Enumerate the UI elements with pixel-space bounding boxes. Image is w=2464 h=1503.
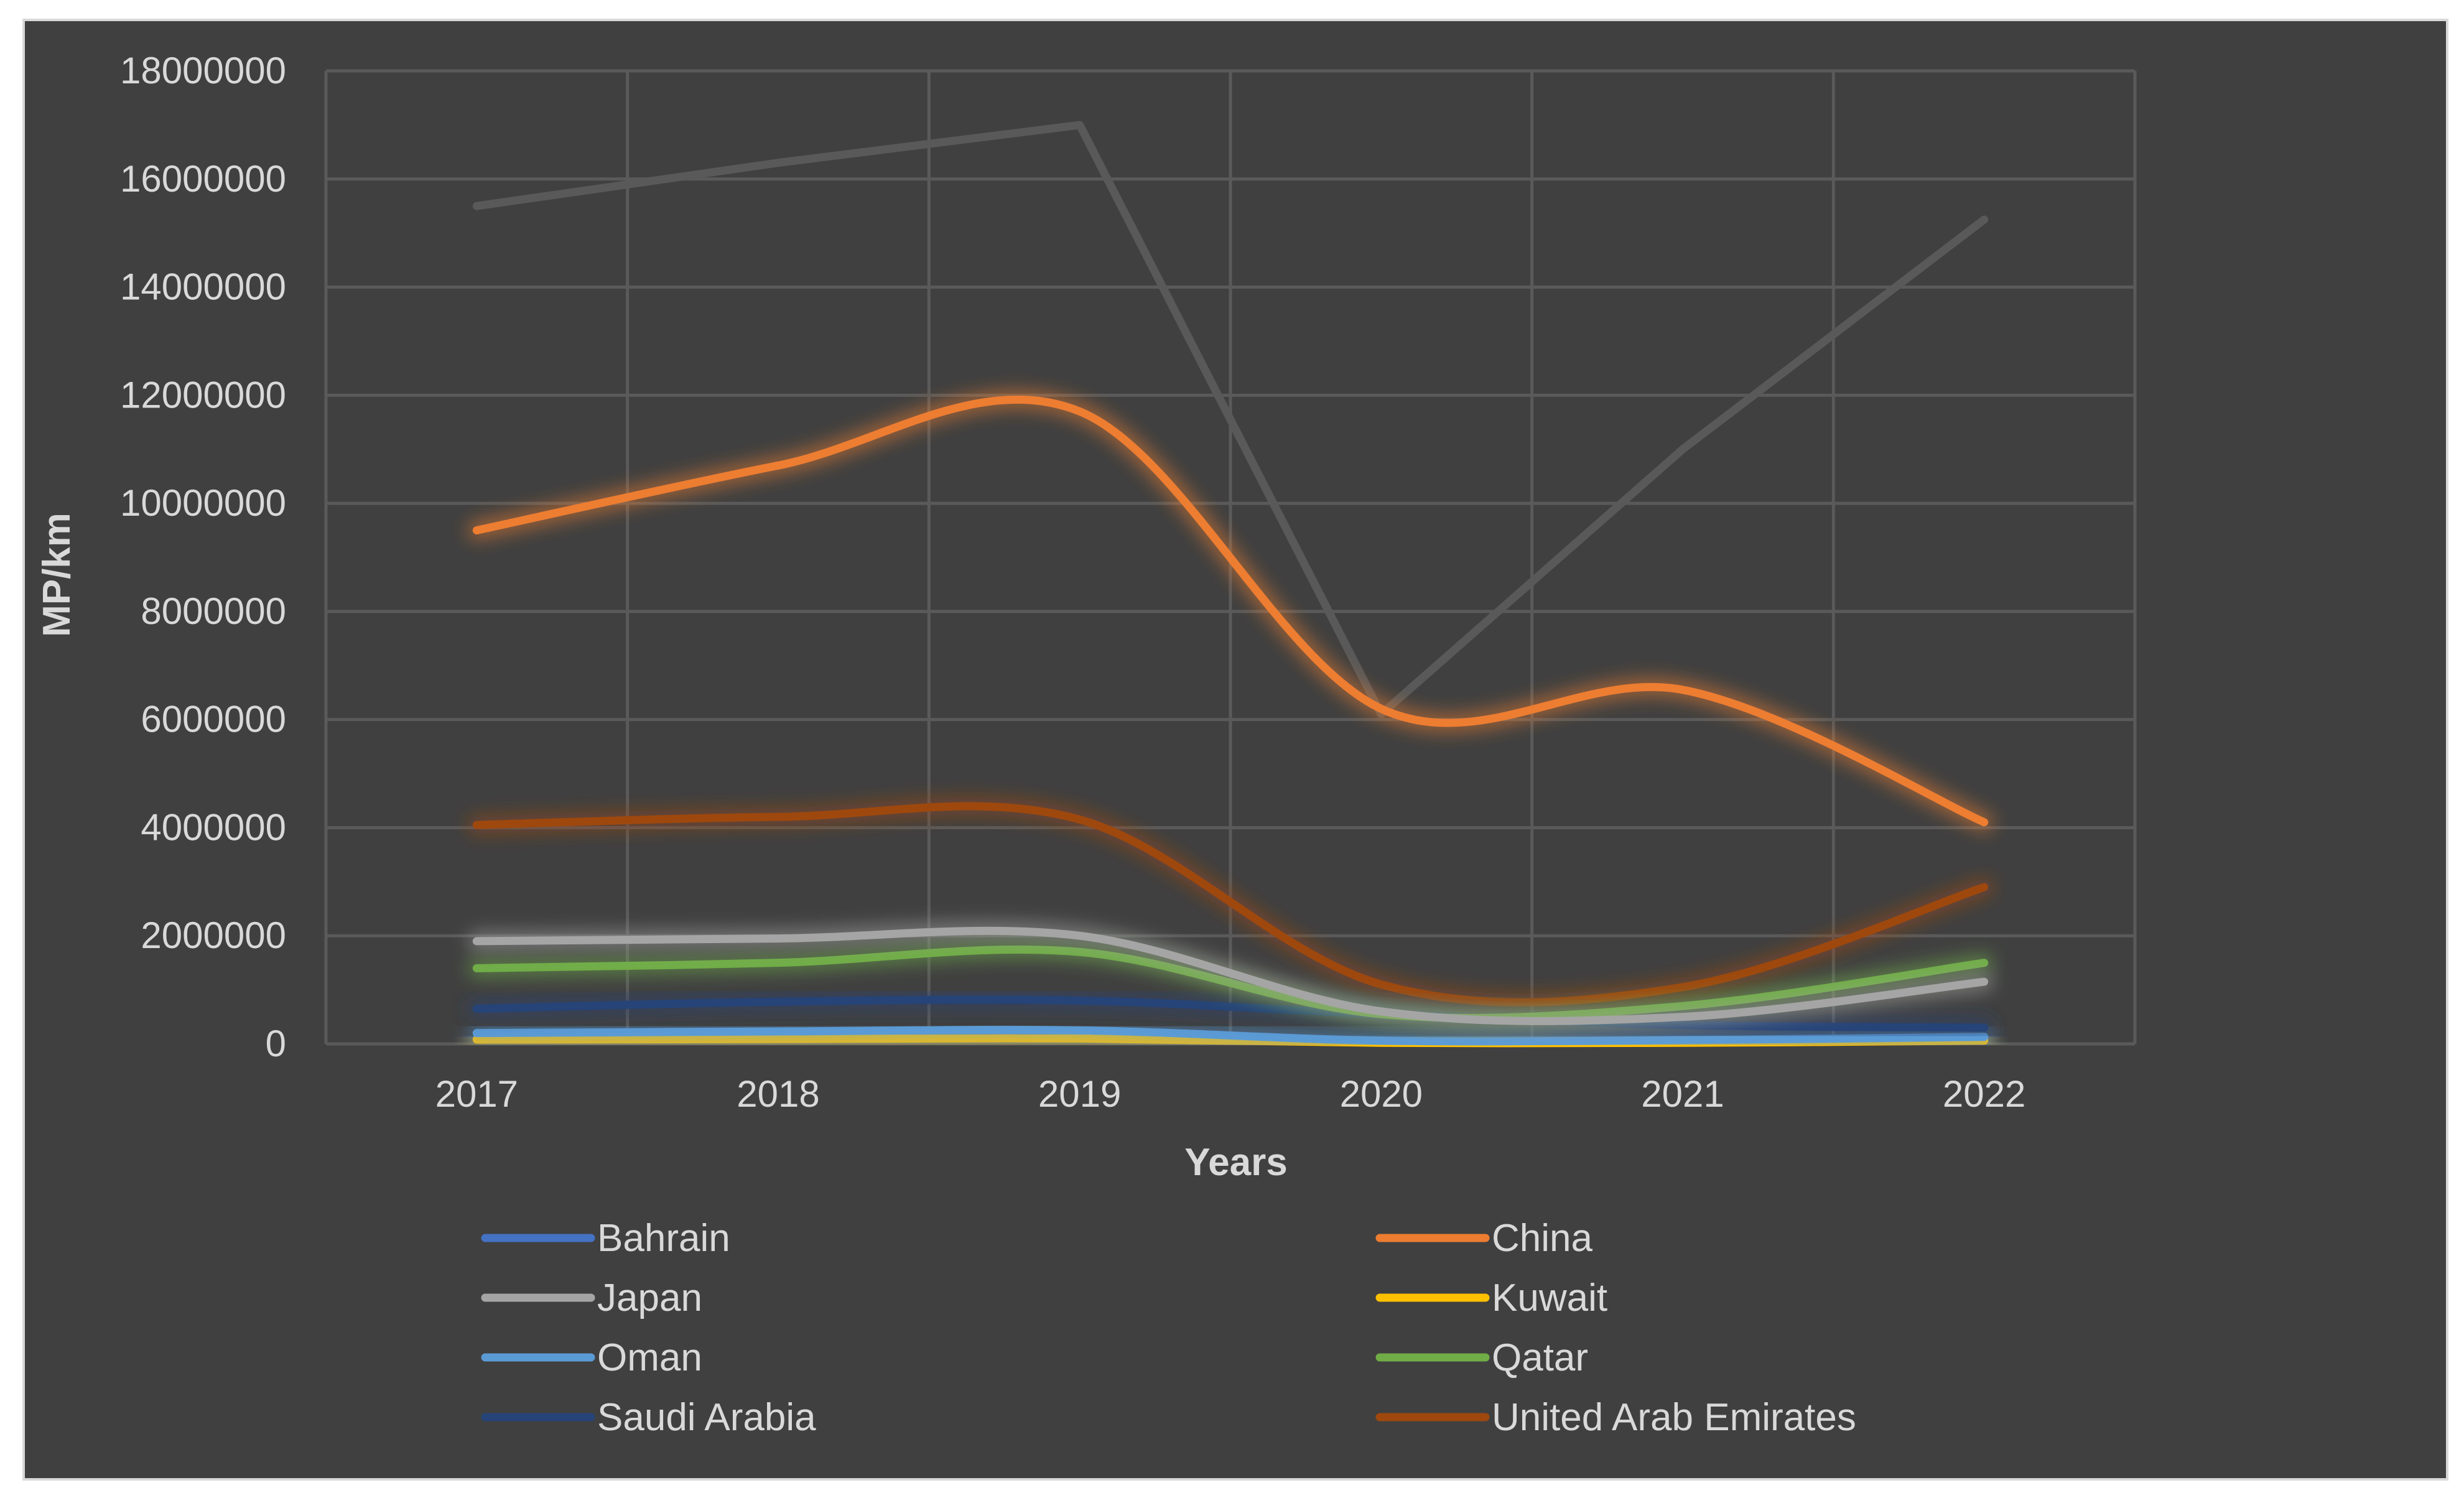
- series-line-qatar: [472, 945, 1989, 1022]
- x-axis-ticks: 2017 2018 2019 2020 2021 2022: [435, 1073, 2026, 1115]
- y-tick-label: 0: [266, 1023, 286, 1064]
- y-tick-label: 2000000: [141, 914, 286, 956]
- legend-label-united-arab-emirates: United Arab Emirates: [1492, 1396, 1856, 1439]
- series-line-saudi-arabia: [472, 995, 1989, 1032]
- x-tick-label: 2018: [737, 1073, 819, 1115]
- line-chart: 0 2000000 4000000 6000000 8000000 10000000 120…: [35, 50, 2137, 1439]
- legend-label-china: China: [1492, 1217, 1593, 1260]
- legend: Bahrain China Japan Kuwait Oman Qatar Saudi Ar…: [481, 1217, 1856, 1439]
- series-line-oman: [472, 1025, 1989, 1046]
- series-line-japan: [472, 926, 1989, 1025]
- x-axis-title: Years: [1184, 1141, 1288, 1184]
- series-line-china: [472, 395, 1989, 827]
- y-axis-ticks: 0 2000000 4000000 6000000 8000000 10000000 120…: [120, 50, 286, 1064]
- series-line-united-arab-emirates: [472, 802, 1989, 1007]
- y-tick-label: 10000000: [120, 482, 286, 524]
- x-tick-label: 2020: [1340, 1073, 1423, 1115]
- x-tick-label: 2022: [1943, 1073, 2025, 1115]
- legend-label-japan: Japan: [597, 1277, 702, 1319]
- y-tick-label: 16000000: [120, 158, 286, 200]
- chart-frame: 0 2000000 4000000 6000000 8000000 10000000 120…: [22, 19, 2448, 1481]
- y-tick-label: 14000000: [120, 266, 286, 308]
- y-tick-label: 18000000: [120, 50, 286, 91]
- legend-label-saudi-arabia: Saudi Arabia: [597, 1396, 816, 1439]
- x-tick-label: 2019: [1038, 1073, 1121, 1115]
- y-tick-label: 8000000: [141, 590, 286, 632]
- x-tick-label: 2017: [435, 1073, 518, 1115]
- legend-label-kuwait: Kuwait: [1492, 1277, 1607, 1319]
- legend-label-bahrain: Bahrain: [597, 1217, 730, 1260]
- series-lines: [467, 121, 1994, 1053]
- y-axis-title: MP/km: [35, 513, 78, 637]
- series-line-unlabeled-grey-: [472, 121, 1989, 719]
- y-tick-label: 4000000: [141, 806, 286, 848]
- legend-label-oman: Oman: [597, 1336, 702, 1379]
- y-tick-label: 6000000: [141, 699, 286, 740]
- legend-label-qatar: Qatar: [1492, 1336, 1588, 1379]
- x-tick-label: 2021: [1641, 1073, 1724, 1115]
- y-tick-label: 12000000: [120, 374, 286, 416]
